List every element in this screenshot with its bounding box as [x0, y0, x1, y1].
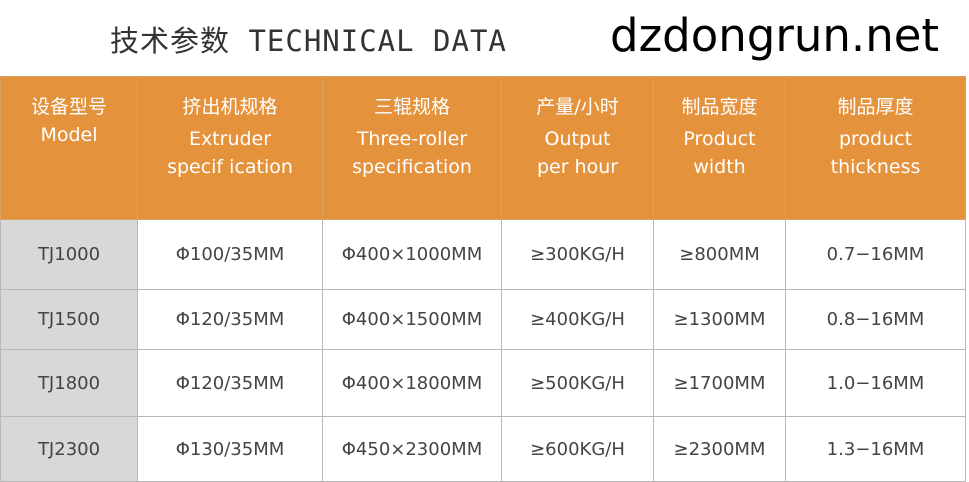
table-cell: ≥600KG/H — [501, 416, 654, 482]
column-header: 三辊规格 Three-roller specification — [322, 76, 502, 220]
table-row: TJ1000 Φ100/35MM Φ400×1000MM ≥300KG/H ≥800MM… — [0, 219, 966, 290]
header-row: 设备型号 Model 挤出机规格 Extruder specif ication 三辊规格… — [0, 76, 966, 220]
header-cn: 制品宽度 — [681, 96, 758, 118]
header-en1: Output — [544, 128, 611, 150]
column-header: 制品宽度 Product width — [653, 76, 786, 220]
header-en2: thickness — [830, 156, 921, 178]
header-en1: Three-roller — [356, 128, 468, 150]
table-row: TJ1500 Φ120/35MM Φ400×1500MM ≥400KG/H ≥1300M… — [0, 289, 966, 350]
table-cell: TJ1800 — [0, 349, 138, 417]
table-row: TJ1800 Φ120/35MM Φ400×1800MM ≥500KG/H ≥1700M… — [0, 349, 966, 417]
table-cell: Φ120/35MM — [137, 289, 323, 350]
table-cell: Φ400×1000MM — [322, 219, 502, 290]
table-cell: ≥500KG/H — [501, 349, 654, 417]
table-cell: 0.7−16MM — [785, 219, 966, 290]
table-cell: 1.0−16MM — [785, 349, 966, 417]
table-cell: Φ450×2300MM — [322, 416, 502, 482]
table-cell: Φ120/35MM — [137, 349, 323, 417]
header-en1: Extruder — [188, 128, 272, 150]
header-en1: product — [838, 128, 913, 150]
header-cn: 三辊规格 — [373, 96, 450, 118]
table-cell: ≥300KG/H — [501, 219, 654, 290]
header-en2: specif ication — [167, 156, 293, 178]
table-cell: ≥1700MM — [653, 349, 786, 417]
watermark: dzdongrun.net — [610, 9, 940, 62]
header-cn: 产量/小时 — [536, 96, 619, 118]
table-cell: 0.8−16MM — [785, 289, 966, 350]
table-cell: ≥2300MM — [653, 416, 786, 482]
header-en1: Model — [40, 124, 98, 146]
column-header: 挤出机规格 Extruder specif ication — [137, 76, 323, 220]
column-header: 制品厚度 product thickness — [785, 76, 966, 220]
header-en2: width — [693, 156, 746, 178]
table-cell: 1.3−16MM — [785, 416, 966, 482]
table-cell: Φ130/35MM — [137, 416, 323, 482]
table-cell: ≥400KG/H — [501, 289, 654, 350]
table-cell: ≥800MM — [653, 219, 786, 290]
technical-data-table: 设备型号 Model 挤出机规格 Extruder specif ication 三辊规格… — [0, 76, 966, 482]
header-en2: specification — [352, 156, 472, 178]
table-row: TJ2300 Φ130/35MM Φ450×2300MM ≥600KG/H ≥2300M… — [0, 416, 966, 482]
header-en2: per hour — [536, 156, 619, 178]
table-cell: Φ400×1800MM — [322, 349, 502, 417]
table-cell: Φ400×1500MM — [322, 289, 502, 350]
header-cn: 挤出机规格 — [182, 96, 278, 118]
table-cell: TJ1000 — [0, 219, 138, 290]
header-cn: 设备型号 — [30, 96, 107, 118]
table-cell: TJ2300 — [0, 416, 138, 482]
column-header: 产量/小时 Output per hour — [501, 76, 654, 220]
page-title: 技术参数 TECHNICAL DATA — [110, 24, 507, 58]
header-en1: Product — [683, 128, 756, 150]
header-cn: 制品厚度 — [837, 96, 914, 118]
table-cell: ≥1300MM — [653, 289, 786, 350]
table-cell: TJ1500 — [0, 289, 138, 350]
table-cell: Φ100/35MM — [137, 219, 323, 290]
column-header: 设备型号 Model — [0, 76, 138, 220]
